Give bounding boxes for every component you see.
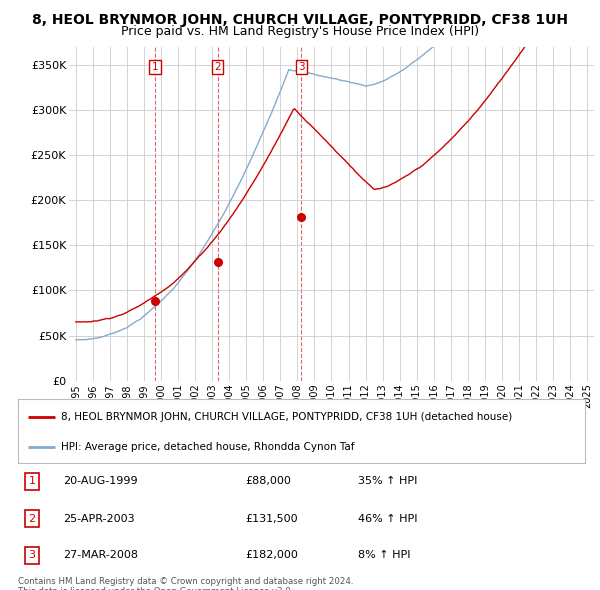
Text: £88,000: £88,000 — [245, 477, 290, 486]
Text: £131,500: £131,500 — [245, 514, 298, 523]
Text: 35% ↑ HPI: 35% ↑ HPI — [358, 477, 418, 486]
Text: 25-APR-2003: 25-APR-2003 — [64, 514, 135, 523]
Text: Price paid vs. HM Land Registry's House Price Index (HPI): Price paid vs. HM Land Registry's House … — [121, 25, 479, 38]
Text: 20-AUG-1999: 20-AUG-1999 — [64, 477, 138, 486]
Text: 2: 2 — [29, 514, 36, 523]
Text: 3: 3 — [29, 550, 35, 560]
Text: 46% ↑ HPI: 46% ↑ HPI — [358, 514, 418, 523]
Text: £182,000: £182,000 — [245, 550, 298, 560]
Text: 8, HEOL BRYNMOR JOHN, CHURCH VILLAGE, PONTYPRIDD, CF38 1UH: 8, HEOL BRYNMOR JOHN, CHURCH VILLAGE, PO… — [32, 13, 568, 27]
Text: Contains HM Land Registry data © Crown copyright and database right 2024.
This d: Contains HM Land Registry data © Crown c… — [18, 577, 353, 590]
Text: 3: 3 — [298, 62, 305, 72]
Text: 1: 1 — [29, 477, 35, 486]
Text: 8% ↑ HPI: 8% ↑ HPI — [358, 550, 410, 560]
Text: 8, HEOL BRYNMOR JOHN, CHURCH VILLAGE, PONTYPRIDD, CF38 1UH (detached house): 8, HEOL BRYNMOR JOHN, CHURCH VILLAGE, PO… — [61, 412, 512, 422]
Text: 1: 1 — [152, 62, 158, 72]
Text: HPI: Average price, detached house, Rhondda Cynon Taf: HPI: Average price, detached house, Rhon… — [61, 442, 354, 452]
Text: 2: 2 — [214, 62, 221, 72]
Text: 27-MAR-2008: 27-MAR-2008 — [64, 550, 139, 560]
